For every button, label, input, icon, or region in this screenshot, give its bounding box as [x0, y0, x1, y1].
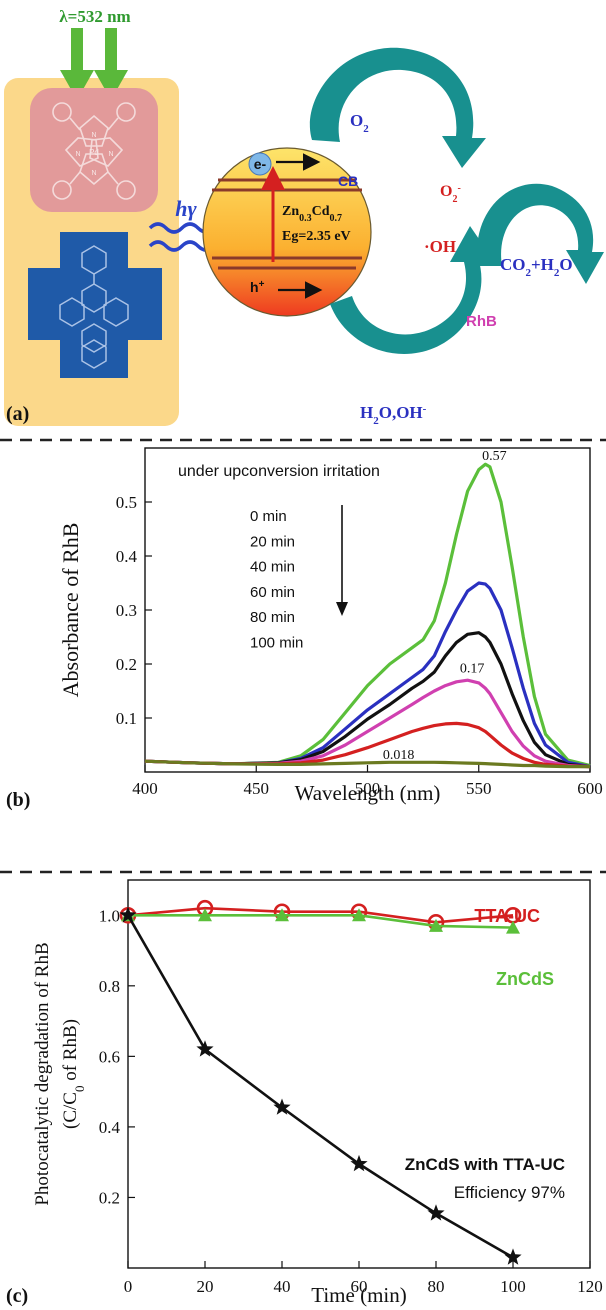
plot-frame-c: [127, 879, 591, 1269]
panel-b-chart: 400 450 500 550 600 0.1 0.2 0.3 0.4 0.5 0.57 0.17 0.…: [6, 447, 603, 811]
panel-b-label: (b): [6, 789, 30, 811]
x-tick-label-b: 550: [466, 779, 492, 798]
data-point-triangle: [352, 908, 366, 922]
laser-wavelength-label: λ=532 nm: [59, 7, 130, 26]
series-line-2: [126, 914, 514, 1259]
x-tick-label-c: 20: [197, 1277, 214, 1296]
y-tick-label-c: 0.4: [99, 1118, 121, 1137]
series-label-tta-uc: TTA-UC: [474, 906, 540, 926]
series-label-combined: ZnCdS with TTA-UC: [405, 1155, 565, 1174]
reaction-arrows: [309, 47, 604, 354]
semiconductor-formula: Zn0.3Cd0.7: [282, 204, 342, 224]
x-tick-label-b: 500: [355, 779, 381, 798]
x-tick-label-b: 600: [577, 779, 603, 798]
laser-arrows: [60, 28, 128, 100]
legend-arrowhead-b: [336, 602, 348, 616]
peak-annotation: 0.57: [482, 449, 507, 464]
x-tick-label-c: 100: [500, 1277, 526, 1296]
svg-text:Pd: Pd: [89, 148, 99, 157]
data-point-star: [350, 1154, 368, 1172]
electron-label: e-: [254, 156, 267, 172]
rhb-label: RhB: [466, 313, 497, 330]
products-label: CO2+H2O: [500, 255, 573, 279]
svg-text:N: N: [108, 151, 113, 158]
y-axis-label-c-line1: Photocatalytic degradation of RhB: [32, 942, 53, 1205]
y-tick-label-c: 0.8: [99, 977, 120, 996]
band-gap-label: Eg=2.35 eV: [282, 229, 351, 244]
legend-entry-b: 60 min: [250, 584, 295, 601]
y-axis-label-b: Absorbance of RhB: [58, 523, 83, 698]
data-point-triangle: [429, 918, 443, 932]
x-tick-label-c: 120: [577, 1277, 603, 1296]
light-energy-label: hγ: [175, 196, 197, 221]
spectrum-line-5: [144, 759, 590, 769]
y-tick-label-b: 0.2: [116, 655, 137, 674]
y-tick-label-b: 0.5: [116, 493, 137, 512]
y-label-sub: 0: [72, 1086, 87, 1093]
peak-annotation: 0.018: [383, 748, 415, 763]
water-label: H2O,OH-: [360, 403, 427, 427]
spectrum-line-1: [144, 581, 591, 769]
panel-a-diagram: λ=532 nm Pd N N N N: [4, 7, 604, 427]
legend-entry-b: 100 min: [250, 635, 303, 652]
y-tick-label-c: 1.0: [99, 906, 120, 925]
legend-entry-b: 0 min: [250, 508, 287, 525]
x-tick-label-c: 60: [351, 1277, 368, 1296]
x-tick-label-c: 80: [428, 1277, 445, 1296]
data-point-star: [119, 906, 137, 923]
hydroxyl-label: ·OH: [424, 237, 456, 256]
peak-annotation: 0.17: [460, 662, 485, 677]
series-line-0: [127, 906, 514, 924]
x-tick-label-c: 40: [274, 1277, 291, 1296]
x-axis-label-c: Time (min): [311, 1283, 406, 1307]
anthracene-molecule-icon: [28, 232, 162, 378]
legend-title-b: under upconversion irritation: [178, 463, 380, 480]
legend-entry-b: 40 min: [250, 559, 295, 576]
semiconductor-sphere: e- CB Zn0.3Cd0.7 Eg=2.35 eV h+: [202, 147, 372, 317]
y-tick-label-c: 0.2: [99, 1188, 120, 1207]
conduction-band-label: CB: [338, 173, 358, 189]
data-point-triangle: [275, 908, 289, 922]
legend-entry-b: 20 min: [250, 533, 295, 550]
x-axis-label-b: Wavelength (nm): [295, 781, 441, 805]
spectrum-line-0: [144, 462, 591, 768]
y-axis-label-c-line2: (C/C0 of RhB): [60, 1019, 87, 1129]
data-point-star: [273, 1098, 291, 1115]
data-point-star: [504, 1248, 522, 1265]
svg-text:N: N: [91, 170, 96, 177]
y-tick-label-b: 0.3: [116, 601, 137, 620]
x-tick-label-b: 400: [132, 779, 158, 798]
porphyrin-molecule-icon: Pd N N N N: [30, 88, 158, 212]
legend-entry-b: 80 min: [250, 609, 295, 626]
panel-a-label: (a): [6, 403, 29, 425]
data-point-triangle: [506, 920, 520, 934]
y-tick-label-b: 0.1: [116, 709, 137, 728]
data-point-triangle: [198, 908, 212, 922]
series-line-1: [128, 914, 514, 929]
y-tick-label-c: 0.6: [99, 1047, 120, 1066]
svg-text:N: N: [91, 132, 96, 139]
series-label-zncds: ZnCdS: [496, 969, 554, 989]
panel-c-chart: 0 20 40 60 80 100 120 0.2 0.4 0.6 0.8 1.0 TTA-UC ZnCd…: [6, 879, 603, 1307]
data-point-star: [196, 1040, 214, 1057]
x-tick-label-b: 450: [244, 779, 270, 798]
panel-c-label: (c): [6, 1285, 28, 1307]
superoxide-label: O2-: [440, 183, 461, 205]
data-point-star: [427, 1204, 445, 1221]
hole-label: h+: [250, 279, 265, 296]
y-label-part: of RhB): [60, 1019, 81, 1086]
y-tick-label-b: 0.4: [116, 547, 138, 566]
oxygen-label: O2: [350, 111, 369, 135]
x-tick-label-c: 0: [124, 1277, 133, 1296]
efficiency-label: Efficiency 97%: [454, 1183, 565, 1202]
y-label-part: (C/C: [60, 1092, 81, 1129]
svg-text:N: N: [75, 151, 80, 158]
